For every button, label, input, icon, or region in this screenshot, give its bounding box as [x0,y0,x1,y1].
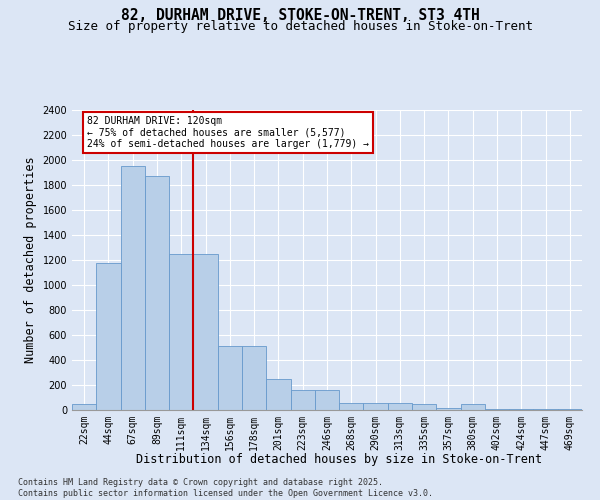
Bar [72,404,96,410]
Bar [121,166,145,410]
Bar [290,390,315,410]
Bar [145,176,169,410]
Bar [266,379,290,410]
Text: 82 DURHAM DRIVE: 120sqm
← 75% of detached houses are smaller (5,577)
24% of semi: 82 DURHAM DRIVE: 120sqm ← 75% of detache… [87,116,369,150]
Bar [169,254,193,410]
Bar [193,254,218,410]
Bar [388,402,412,410]
Y-axis label: Number of detached properties: Number of detached properties [24,156,37,364]
Text: 82, DURHAM DRIVE, STOKE-ON-TRENT, ST3 4TH: 82, DURHAM DRIVE, STOKE-ON-TRENT, ST3 4T… [121,8,479,22]
Bar [412,404,436,410]
Text: Size of property relative to detached houses in Stoke-on-Trent: Size of property relative to detached ho… [67,20,533,33]
Bar [461,404,485,410]
Bar [364,402,388,410]
Bar [242,346,266,410]
Bar [96,262,121,410]
Text: Distribution of detached houses by size in Stoke-on-Trent: Distribution of detached houses by size … [136,452,542,466]
Bar [218,346,242,410]
Bar [339,402,364,410]
Bar [436,408,461,410]
Bar [315,390,339,410]
Text: Contains HM Land Registry data © Crown copyright and database right 2025.
Contai: Contains HM Land Registry data © Crown c… [18,478,433,498]
